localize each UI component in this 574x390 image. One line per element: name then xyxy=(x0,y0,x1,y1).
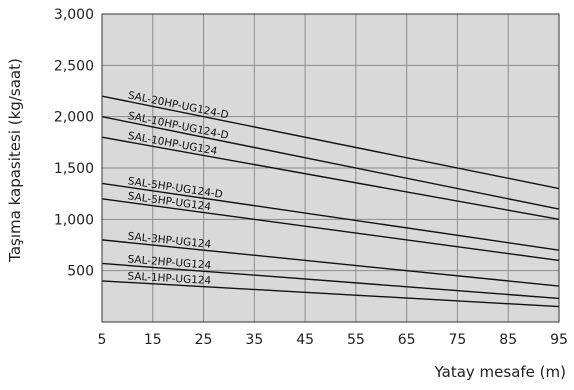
x-tick-label: 75 xyxy=(449,332,467,348)
series-lines xyxy=(101,95,560,308)
series-line xyxy=(101,280,560,308)
x-tick-label: 85 xyxy=(499,332,517,348)
y-tick-label: 1,000 xyxy=(54,212,94,228)
y-tick-label: 2,000 xyxy=(54,110,94,126)
x-tick-label: 5 xyxy=(98,332,107,348)
x-axis-title: Yatay mesafe (m) xyxy=(434,363,566,381)
y-tick-label: 3,000 xyxy=(54,7,94,23)
plot-frame xyxy=(101,13,560,323)
x-tick-label: 95 xyxy=(550,332,568,348)
series-line xyxy=(101,239,560,287)
y-tick-label: 1,500 xyxy=(54,161,94,177)
y-axis-title: Taşıma kapasitesi (kg/saat) xyxy=(6,58,24,263)
series-line xyxy=(101,262,560,300)
x-tick-label: 65 xyxy=(398,332,416,348)
x-axis-ticks: 5 15 25 35 45 55 65 75 85 95 xyxy=(98,332,568,348)
y-tick-label: 500 xyxy=(67,264,94,280)
grid xyxy=(102,14,559,322)
series-line xyxy=(101,95,560,190)
series-line xyxy=(101,136,560,221)
x-tick-label: 45 xyxy=(296,332,314,348)
x-tick-label: 25 xyxy=(195,332,213,348)
y-tick-label: 2,500 xyxy=(54,58,94,74)
x-tick-label: 55 xyxy=(347,332,365,348)
x-tick-label: 35 xyxy=(245,332,263,348)
x-tick-label: 15 xyxy=(144,332,162,348)
series-label: SAL-1HP-UG124 xyxy=(127,270,212,287)
series-line xyxy=(101,182,560,251)
y-axis-ticks: 500 1,000 1,500 2,000 2,500 3,000 xyxy=(54,7,94,280)
series-line xyxy=(101,115,560,210)
series-line xyxy=(101,198,560,262)
